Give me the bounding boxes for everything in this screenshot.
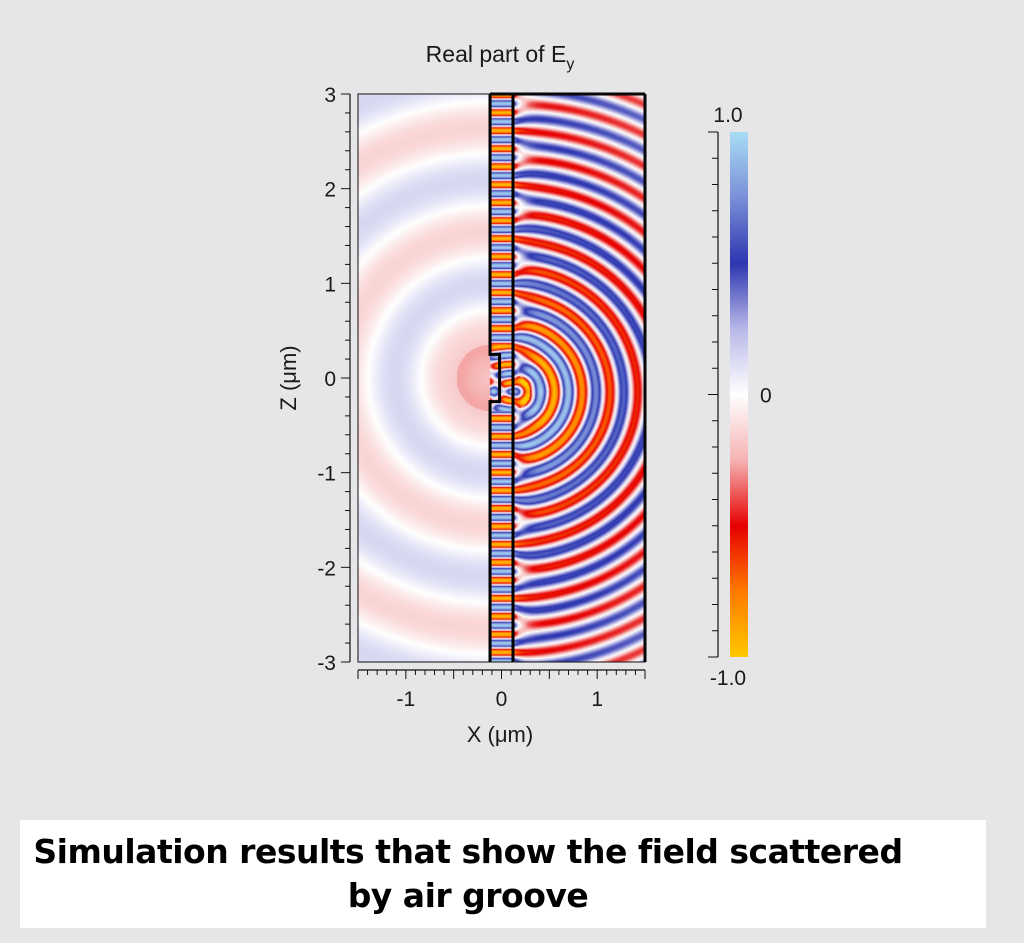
y-tick-label: -2 [317, 557, 336, 580]
x-tick-label: -1 [396, 688, 415, 711]
colorbar-tick-label: 1.0 [713, 104, 742, 127]
colorbar-gradient [730, 132, 748, 657]
colorbar-ticks: 1.0 0 -1.0 [708, 104, 772, 690]
field-heatmap [358, 94, 645, 662]
x-axis: -1 0 1 [357, 669, 646, 711]
y-tick-label: 2 [324, 179, 336, 202]
x-axis-label: X (μm) [467, 722, 533, 747]
y-axis: -3 -2 -1 0 1 2 3 [317, 84, 351, 675]
field-figure: Real part of Ey -1 0 1 -3 -2 -1 0 1 2 3 X (μm) Z… [276, 41, 772, 747]
colorbar-tick-label: 0 [760, 385, 772, 408]
x-tick-label: 1 [591, 688, 603, 711]
y-axis-label: Z (μm) [276, 345, 301, 410]
caption-box: Simulation results that show the field s… [20, 820, 986, 928]
chart-title: Real part of Ey [426, 41, 575, 73]
y-tick-label: 3 [324, 84, 336, 107]
field-plot-area [358, 94, 645, 662]
plot-frame [357, 93, 646, 663]
colorbar: 1.0 0 -1.0 [708, 104, 772, 690]
x-tick-label: 0 [496, 688, 508, 711]
caption-text: Simulation results that show the field s… [33, 832, 903, 915]
y-tick-label: 0 [324, 368, 336, 391]
colorbar-tick-label: -1.0 [710, 667, 746, 690]
y-tick-label: -1 [317, 463, 336, 486]
y-tick-label: -3 [317, 652, 336, 675]
y-tick-label: 1 [324, 273, 336, 296]
waveguide-left-boundary [488, 94, 502, 662]
